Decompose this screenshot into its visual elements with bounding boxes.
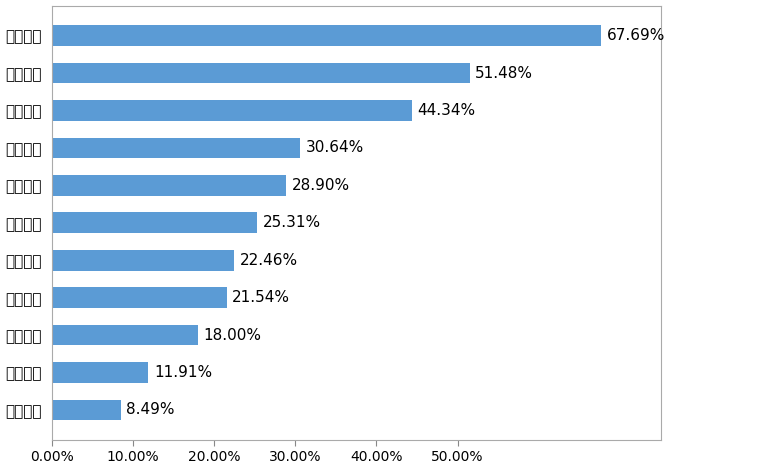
Text: 67.69%: 67.69% (607, 28, 665, 43)
Text: 11.91%: 11.91% (154, 365, 212, 380)
Text: 51.48%: 51.48% (475, 65, 533, 80)
Bar (52, 138, 300, 158)
Text: 18.00%: 18.00% (203, 328, 261, 343)
Text: 30.64%: 30.64% (306, 141, 364, 156)
Text: 44.34%: 44.34% (417, 103, 475, 118)
Text: 22.46%: 22.46% (240, 253, 298, 268)
Bar (52, 212, 257, 233)
Text: 28.90%: 28.90% (292, 178, 350, 193)
Bar (52, 100, 412, 121)
Bar (52, 287, 227, 308)
Bar (52, 362, 148, 383)
Bar (52, 250, 234, 271)
Bar (52, 400, 121, 420)
Bar (52, 175, 286, 196)
Bar (52, 325, 198, 345)
Bar (52, 25, 601, 46)
Text: 21.54%: 21.54% (232, 290, 290, 305)
Text: 25.31%: 25.31% (263, 215, 321, 230)
Bar (52, 63, 470, 83)
Text: 8.49%: 8.49% (126, 402, 175, 417)
